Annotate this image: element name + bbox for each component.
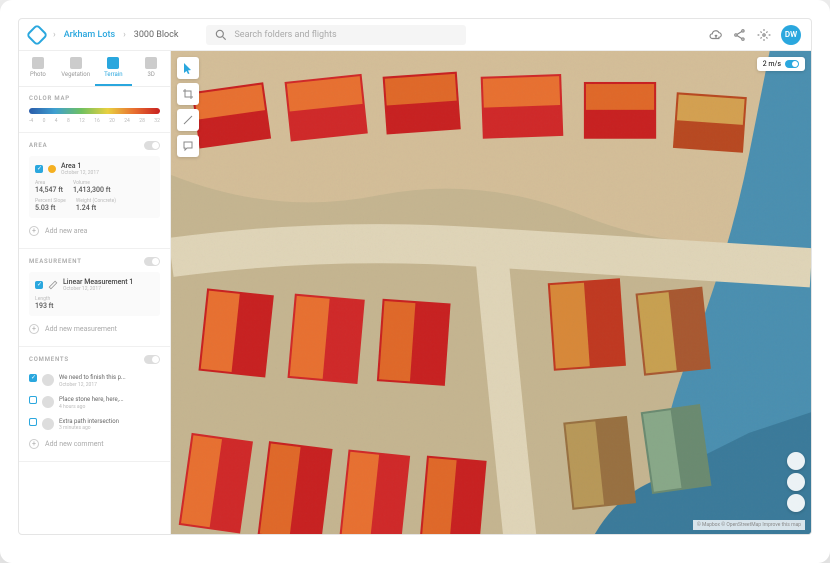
search-input[interactable]: Search folders and flights xyxy=(206,25,466,45)
colormap-section: COLOR MAP -4048121620242832 xyxy=(19,87,170,133)
comment-checkbox[interactable] xyxy=(29,418,37,426)
measurement-date: October 12, 2017 xyxy=(63,286,133,292)
measurement-section: MEASUREMENT Linear Measurement 1October … xyxy=(19,249,170,347)
area-toggle[interactable] xyxy=(144,141,160,150)
measurement-card[interactable]: Linear Measurement 1October 12, 2017 Len… xyxy=(29,272,160,316)
sidebar: Photo Vegetation Terrain 3D COLOR MAP -4… xyxy=(19,51,171,534)
comment-checkbox[interactable] xyxy=(29,374,37,382)
comments-header: COMMENTS xyxy=(29,356,69,363)
area-section: AREA Area 1October 12, 2017 Area14,547 f… xyxy=(19,133,170,249)
speed-label: 2 m/s xyxy=(763,60,781,68)
map-speed-pill[interactable]: 2 m/s xyxy=(757,57,805,71)
breadcrumb-flight[interactable]: 3000 Block xyxy=(134,30,179,40)
comment-avatar-icon xyxy=(42,418,54,430)
breadcrumb-folder[interactable]: Arkham Lots xyxy=(64,30,115,40)
tab-terrain[interactable]: Terrain xyxy=(95,51,133,86)
area-color-dot xyxy=(48,165,56,173)
measure-tool[interactable] xyxy=(177,109,199,131)
tab-3d[interactable]: 3D xyxy=(132,51,170,86)
zoom-out-button[interactable] xyxy=(787,473,805,491)
logo-icon xyxy=(26,23,49,46)
area-date: October 12, 2017 xyxy=(61,170,99,176)
comment-item[interactable]: Place stone here, here,...4 hours ago xyxy=(29,392,160,414)
share-icon[interactable] xyxy=(733,28,747,42)
map-tools xyxy=(177,57,199,157)
comment-avatar-icon xyxy=(42,374,54,386)
view-tabs: Photo Vegetation Terrain 3D xyxy=(19,51,170,87)
add-measurement-button[interactable]: +Add new measurement xyxy=(29,320,160,338)
map-attribution[interactable]: © Mapbox © OpenStreetMap Improve this ma… xyxy=(693,520,805,530)
comments-toggle[interactable] xyxy=(144,355,160,364)
ruler-icon xyxy=(48,280,58,290)
comment-avatar-icon xyxy=(42,396,54,408)
locate-button[interactable] xyxy=(787,494,805,512)
area-checkbox[interactable] xyxy=(35,165,43,173)
area-title: Area 1 xyxy=(61,162,99,170)
comment-tool[interactable] xyxy=(177,135,199,157)
measurement-toggle[interactable] xyxy=(144,257,160,266)
tab-vegetation[interactable]: Vegetation xyxy=(57,51,95,86)
measurement-header: MEASUREMENT xyxy=(29,258,82,265)
speed-toggle[interactable] xyxy=(785,60,799,68)
colormap-ticks: -4048121620242832 xyxy=(29,118,160,124)
measurement-checkbox[interactable] xyxy=(35,281,43,289)
comment-item[interactable]: Extra path intersection3 minutes ago xyxy=(29,414,160,436)
area-header: AREA xyxy=(29,142,47,149)
colormap-gradient[interactable] xyxy=(29,108,160,114)
comment-item[interactable]: We need to finish this p...October 12, 2… xyxy=(29,370,160,392)
search-placeholder: Search folders and flights xyxy=(234,30,336,40)
comment-checkbox[interactable] xyxy=(29,396,37,404)
settings-icon[interactable] xyxy=(757,28,771,42)
zoom-in-button[interactable] xyxy=(787,452,805,470)
add-comment-button[interactable]: +Add new comment xyxy=(29,435,160,453)
comments-section: COMMENTS We need to finish this p...Octo… xyxy=(19,347,170,462)
colormap-header: COLOR MAP xyxy=(29,95,70,102)
plus-icon: + xyxy=(29,324,39,334)
add-area-button[interactable]: +Add new area xyxy=(29,222,160,240)
topbar: › Arkham Lots › 3000 Block Search folder… xyxy=(19,19,811,51)
cursor-tool[interactable] xyxy=(177,57,199,79)
search-icon xyxy=(214,28,228,42)
measurement-title: Linear Measurement 1 xyxy=(63,278,133,286)
cloud-upload-icon[interactable] xyxy=(709,28,723,42)
avatar[interactable]: DW xyxy=(781,25,801,45)
crop-tool[interactable] xyxy=(177,83,199,105)
area-card[interactable]: Area 1October 12, 2017 Area14,547 ft Vol… xyxy=(29,156,160,218)
map-controls xyxy=(787,452,805,512)
tab-photo[interactable]: Photo xyxy=(19,51,57,86)
plus-icon: + xyxy=(29,226,39,236)
terrain-map xyxy=(171,51,811,534)
map-viewport[interactable]: 2 m/s © Mapbox © OpenStreetMap Improve t… xyxy=(171,51,811,534)
plus-icon: + xyxy=(29,439,39,449)
